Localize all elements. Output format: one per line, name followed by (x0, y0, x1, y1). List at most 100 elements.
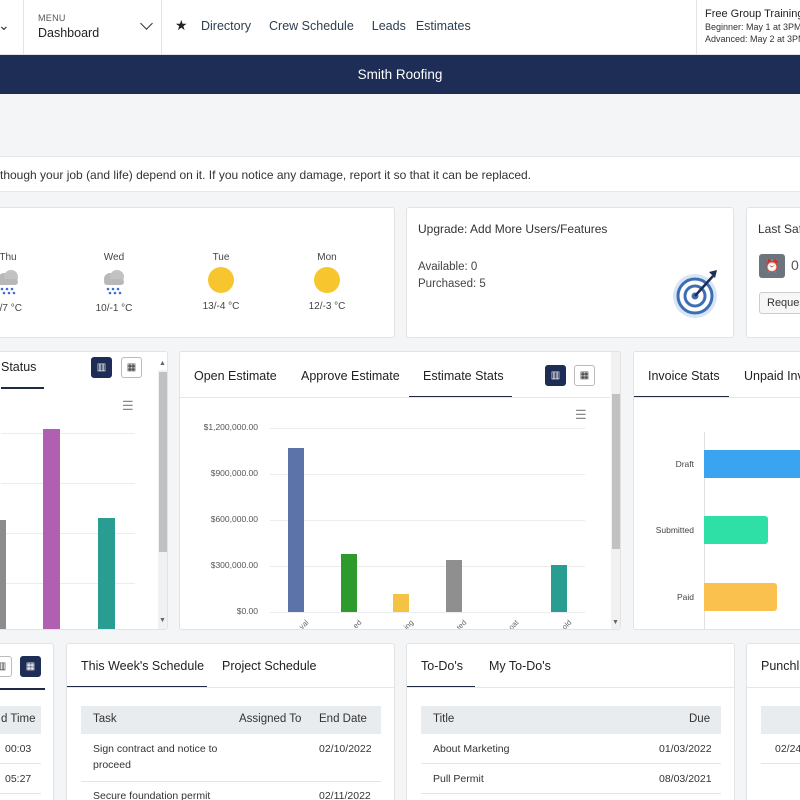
alarm-clock-icon[interactable]: ⏰ (759, 254, 785, 278)
tab-invoice-stats[interactable]: Invoice Stats (648, 369, 720, 383)
tab-status[interactable]: Status (1, 360, 37, 374)
weather-day-name: Mon (317, 252, 337, 263)
invoice-bar[interactable] (704, 583, 777, 611)
menu-dropdown[interactable]: MENU Dashboard (38, 13, 153, 43)
estimate-bar[interactable] (445, 560, 462, 612)
divider (23, 0, 24, 55)
y-category-label: Draft (675, 459, 694, 469)
table-header: d Time (0, 706, 41, 734)
sun-icon (208, 267, 234, 293)
weather-day: Mon 12/-3 °C (297, 252, 357, 312)
status-chart-card: Status ▥ ▦ ☰ ▲ ▼ (0, 351, 168, 630)
safety-card: Last Safet ⏰ 0 Request (746, 207, 800, 338)
tab-approve-estimate[interactable]: Approve Estimate (301, 369, 400, 383)
request-button[interactable]: Request (759, 292, 800, 314)
nav-link-directory[interactable]: Directory (201, 19, 252, 33)
scrollbar-thumb[interactable] (159, 372, 167, 552)
scroll-down-icon[interactable]: ▼ (159, 617, 166, 624)
weather-day: Tue 13/-4 °C (191, 252, 251, 312)
tab-punchlist[interactable]: Punchli (761, 659, 800, 673)
table-row[interactable]: 00:03 (0, 734, 41, 764)
tab-open-estimate[interactable]: Open Estimate (194, 369, 277, 383)
chart-view-icon[interactable]: ▥ (545, 365, 566, 386)
status-bar[interactable] (98, 518, 115, 629)
table-row[interactable]: 05:27 (0, 764, 41, 794)
chart-view-icon[interactable]: ▥ (0, 656, 12, 677)
grid-line (1, 433, 135, 434)
invoice-bar[interactable] (704, 516, 768, 544)
table-view-icon[interactable]: ▦ (20, 656, 41, 677)
chart-view-icon[interactable]: ▥ (91, 357, 112, 378)
scrollbar[interactable] (158, 370, 167, 629)
training-advanced: Advanced: May 2 at 3PM E (705, 34, 800, 44)
y-tick-label: $300,000.00 (210, 560, 258, 570)
table-header: Title Due (421, 706, 721, 734)
task-cell: Secure foundation permit (93, 790, 211, 800)
table-row[interactable] (421, 794, 721, 800)
table-view-icon[interactable]: ▦ (574, 365, 595, 386)
time-table-card: ▥ ▦ d Time 00:03 05:27 (0, 643, 54, 800)
nav-links: Directory Crew Schedule Leads Estimates (201, 19, 481, 33)
tab-todos[interactable]: To-Do's (421, 659, 463, 673)
column-header-title: Title (433, 713, 455, 725)
grid-line (1, 483, 135, 484)
tab-underline (0, 688, 45, 690)
scroll-down-icon[interactable]: ▼ (612, 619, 619, 626)
menu-label: MENU (38, 13, 66, 23)
table-view-icon[interactable]: ▦ (121, 357, 142, 378)
tab-this-weeks-schedule[interactable]: This Week's Schedule (81, 659, 205, 673)
sun-icon (314, 267, 340, 293)
nav-link-crew-schedule[interactable]: Crew Schedule (269, 19, 354, 33)
table-row[interactable]: Secure foundation permit 02/11/2022 (81, 782, 381, 800)
table-row[interactable]: 02/24 (761, 734, 800, 764)
star-icon[interactable]: ★ (175, 17, 188, 33)
weather-temp: 10/-1 °C (95, 303, 133, 314)
end-date-cell: 02/10/2022 (319, 743, 372, 755)
weather-card: Thu 0/7 °C Wed 10/-1 °C Tue 13/-4 °C Mon… (0, 207, 395, 338)
status-bar[interactable] (0, 520, 6, 629)
invoice-bar[interactable] (704, 450, 800, 478)
schedule-card: This Week's Schedule Project Schedule Ta… (66, 643, 395, 800)
tab-unpaid-invoice[interactable]: Unpaid Inv (744, 369, 800, 383)
chevron-down-icon[interactable]: ⌄ (0, 17, 10, 33)
y-tick-label: $1,200,000.00 (203, 422, 258, 432)
tab-estimate-stats[interactable]: Estimate Stats (423, 369, 504, 383)
scrollbar-thumb[interactable] (612, 394, 620, 549)
todo-due-cell: 08/03/2021 (659, 773, 712, 785)
table-header (761, 706, 800, 734)
estimate-bar[interactable] (550, 565, 567, 612)
company-banner: Smith Roofing (0, 55, 800, 94)
grid-line (1, 533, 135, 534)
status-bar[interactable] (43, 429, 60, 629)
table-row[interactable]: Sign contract and notice to proceed 02/1… (81, 734, 381, 782)
scrollbar[interactable] (611, 352, 620, 629)
weather-temp: 0/7 °C (0, 303, 22, 314)
time-cell: 05:27 (5, 773, 32, 785)
chart-menu-icon[interactable]: ☰ (122, 398, 134, 413)
upgrade-card[interactable]: Upgrade: Add More Users/Features Availab… (406, 207, 734, 338)
estimate-bar[interactable] (340, 554, 357, 612)
weather-day: Thu 0/7 °C (0, 252, 38, 314)
estimate-bar[interactable] (393, 594, 410, 612)
todo-due-cell: 01/03/2022 (659, 743, 712, 755)
tab-my-todos[interactable]: My To-Do's (489, 659, 551, 673)
scroll-up-icon[interactable]: ▲ (159, 360, 166, 367)
tab-project-schedule[interactable]: Project Schedule (222, 659, 317, 673)
training-notice[interactable]: Free Group Training Se Beginner: May 1 a… (705, 8, 800, 44)
training-beginner: Beginner: May 1 at 3PM E (705, 22, 800, 32)
divider (161, 0, 162, 55)
table-row[interactable]: Pull Permit 08/03/2021 (421, 764, 721, 794)
time-cell: 00:03 (5, 743, 32, 755)
grid-line (270, 428, 585, 429)
nav-link-estimates[interactable]: Estimates (415, 19, 471, 33)
x-tick-label: val (297, 618, 311, 630)
estimate-bar[interactable] (288, 448, 305, 612)
chart-menu-icon[interactable]: ☰ (575, 407, 587, 422)
y-category-label: Paid (676, 592, 694, 602)
column-header-task: Task (93, 713, 117, 725)
y-category-label: Submitted (655, 525, 694, 535)
nav-link-leads[interactable]: Leads (371, 19, 406, 33)
weather-day-name: Thu (0, 252, 17, 263)
announcement-text: though your job (and life) depend on it.… (0, 168, 531, 182)
table-row[interactable]: About Marketing 01/03/2022 (421, 734, 721, 764)
